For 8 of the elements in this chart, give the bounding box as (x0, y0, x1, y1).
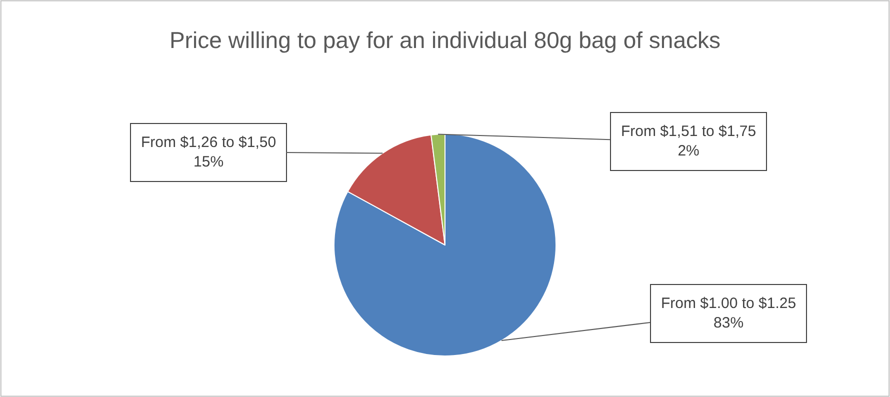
slice-label: From $1,51 to $1,75 (621, 123, 756, 140)
data-label: 2% (678, 142, 700, 160)
slice-label: From $1.00 to $1.25 (661, 295, 796, 312)
pie-slice (334, 134, 556, 356)
data-label: 83% (714, 314, 744, 332)
chart-title: Price willing to pay for an individual 80g bag of snacks (169, 26, 721, 53)
data-label: 15% (194, 154, 224, 170)
slice-label: From $1,26 to $1,50 (141, 134, 276, 151)
